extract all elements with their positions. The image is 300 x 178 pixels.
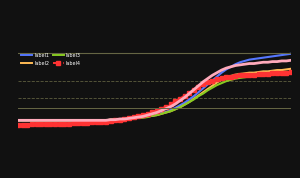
Legend: label1, label2, label3, label4: label1, label2, label3, label4 [20,52,82,67]
